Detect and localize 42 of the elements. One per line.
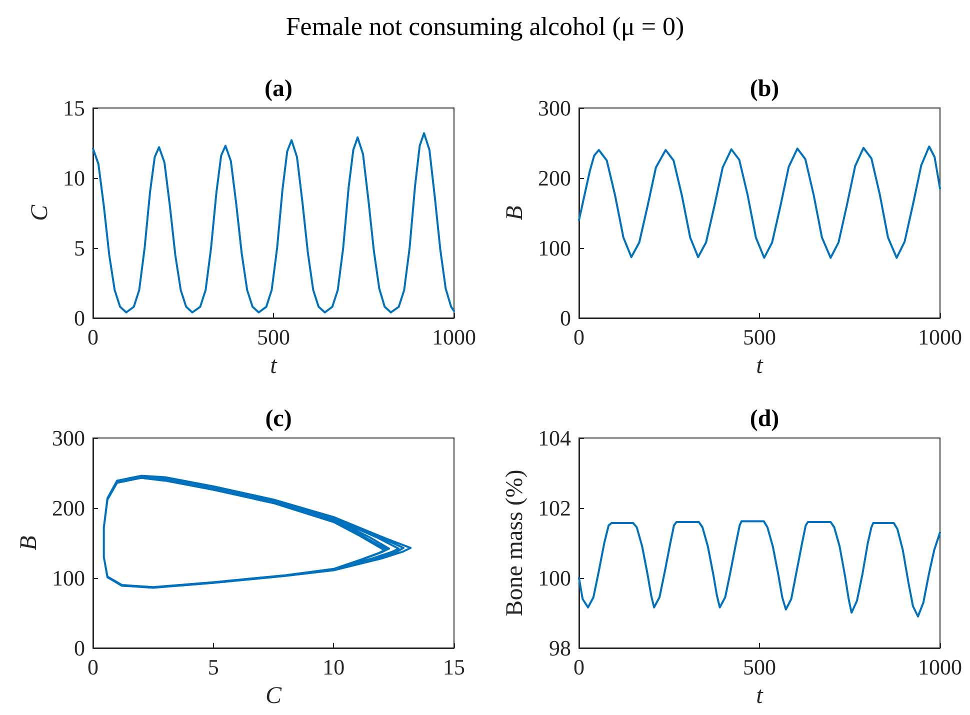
y-tick-label: 300: [538, 96, 571, 120]
y-tick-label: 10: [63, 166, 85, 190]
x-tick-label: 500: [743, 324, 776, 350]
line-series: [578, 520, 941, 618]
y-tick-label: 15: [63, 96, 85, 120]
y-tick-label: 104: [538, 426, 571, 450]
chart-title: (c): [265, 406, 292, 432]
chart-title: (b): [750, 76, 780, 102]
x-tick-label: 5: [208, 654, 219, 680]
y-tick-label: 0: [560, 306, 571, 330]
chart-subtitle: (a): [264, 76, 292, 102]
y-tick-label: 5: [74, 236, 85, 260]
x-axis-title: C: [265, 683, 282, 709]
y-tick-label: 100: [52, 566, 85, 590]
x-tick-label: 15: [443, 654, 465, 680]
y-tick-label: 98: [549, 636, 571, 660]
x-tick-label: 1000: [918, 654, 962, 680]
line-series: [578, 146, 941, 259]
chart-title: (d): [750, 406, 780, 432]
y-tick-label: 102: [538, 496, 571, 520]
x-axis-title: t: [756, 353, 764, 379]
y-axis-title: B: [16, 535, 42, 550]
line-series: [92, 132, 455, 314]
y-axis-title: C: [27, 204, 54, 222]
x-tick-label: 1000: [918, 324, 962, 350]
x-tick-label: 500: [257, 324, 290, 350]
y-tick-label: 100: [538, 566, 571, 590]
y-tick-label: 200: [52, 496, 85, 520]
line-series: [102, 474, 412, 589]
y-axis-title: B: [502, 205, 528, 220]
y-tick-label: 0: [74, 636, 85, 660]
x-tick-label: 1000: [432, 324, 476, 350]
y-tick-label: 300: [52, 426, 85, 450]
x-tick-label: 500: [743, 654, 776, 680]
y-tick-label: 200: [538, 166, 571, 190]
chart-title: Female not consuming alcohol (μ = 0): [284, 12, 686, 42]
x-axis-title: t: [756, 683, 764, 709]
y-tick-label: 0: [74, 306, 85, 330]
x-axis-title: t: [270, 353, 278, 379]
x-tick-label: 10: [322, 654, 345, 680]
y-tick-label: 100: [538, 236, 571, 260]
y-axis-title: Bone mass (%): [502, 470, 528, 616]
